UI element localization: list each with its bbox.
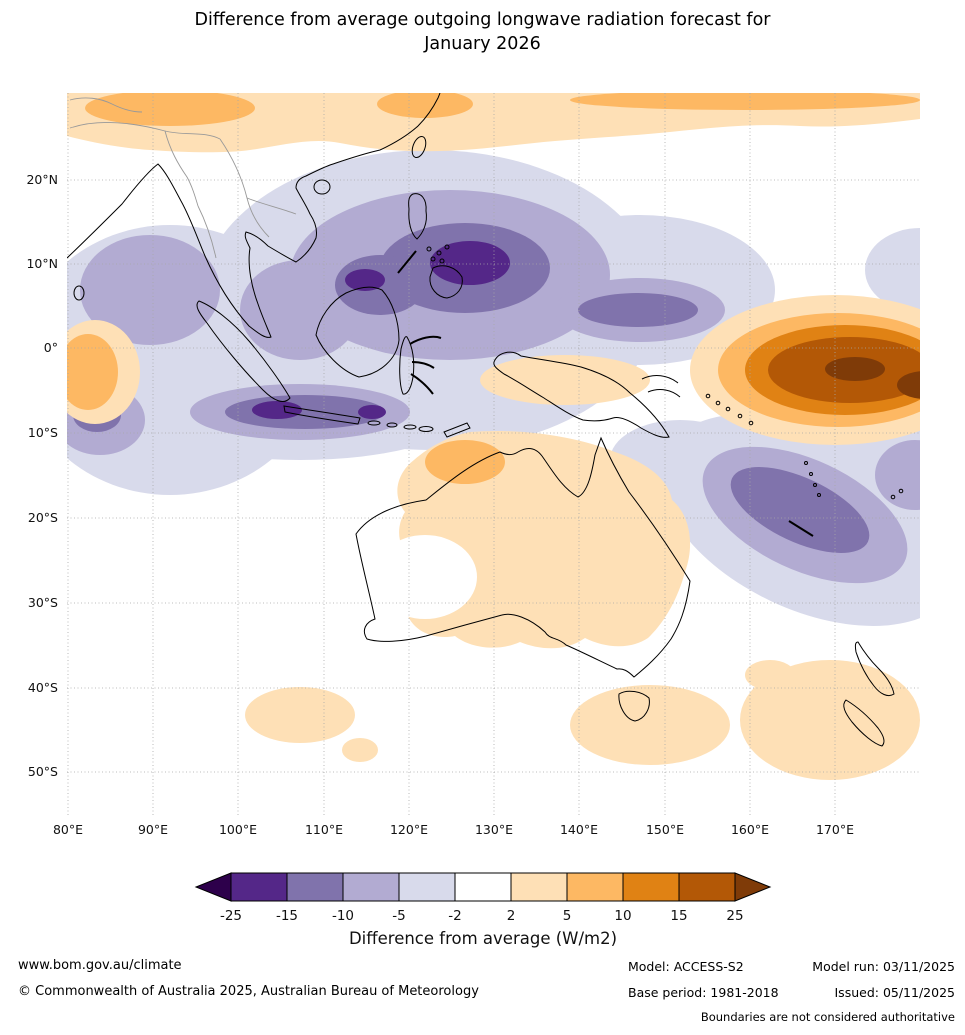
lon-label: 120°E — [390, 822, 428, 837]
country-borders — [69, 97, 297, 259]
issued-text: Issued: 05/11/2025 — [834, 985, 956, 1000]
lon-label: 140°E — [560, 822, 598, 837]
lon-label: 130°E — [475, 822, 513, 837]
model-run-text: Model run: 03/11/2025 — [812, 959, 955, 974]
lon-label: 170°E — [816, 822, 854, 837]
legend-tick: -25 — [220, 908, 242, 924]
copyright-text: © Commonwealth of Australia 2025, Austra… — [18, 984, 479, 999]
lon-label: 90°E — [138, 822, 168, 837]
legend-tick: -10 — [332, 908, 354, 924]
legend-swatch — [678, 872, 736, 902]
lon-label: 110°E — [305, 822, 343, 837]
lat-label: 20°S — [28, 510, 58, 525]
legend-arrow-left — [194, 872, 232, 902]
legend-tick: -15 — [276, 908, 298, 924]
lat-label: 0° — [44, 340, 58, 355]
lon-label: 80°E — [53, 822, 83, 837]
lon-axis: 80°E 90°E 100°E 110°E 120°E 130°E 140°E … — [53, 822, 854, 837]
legend-arrow-right — [734, 872, 772, 902]
lat-label: 50°S — [28, 764, 58, 779]
legend-tick: 25 — [726, 908, 743, 924]
anomaly-field — [67, 93, 920, 817]
coastlines — [67, 93, 904, 747]
legend-tick: 15 — [670, 908, 687, 924]
legend-tick: 2 — [507, 908, 516, 924]
legend-swatch — [510, 872, 568, 902]
legend-tick: 5 — [563, 908, 572, 924]
legend-tick: -2 — [448, 908, 461, 924]
website-link[interactable]: www.bom.gov.au/climate — [18, 958, 182, 973]
title-line-2: January 2026 — [424, 34, 541, 54]
legend-swatch — [566, 872, 624, 902]
lat-label: 40°S — [28, 680, 58, 695]
lat-label: 20°N — [26, 172, 58, 187]
lon-label: 100°E — [219, 822, 257, 837]
legend-tick: -5 — [392, 908, 405, 924]
legend-swatch — [454, 872, 512, 902]
legend-tick: 10 — [614, 908, 631, 924]
lon-label: 160°E — [731, 822, 769, 837]
legend-swatch — [622, 872, 680, 902]
base-period-text: Base period: 1981-2018 — [628, 985, 779, 1000]
color-scale: -25 -15 -10 -5 -2 2 5 10 15 25 Differenc… — [194, 872, 772, 948]
model-text: Model: ACCESS-S2 — [628, 959, 744, 974]
page-title: Difference from average outgoing longwav… — [0, 8, 965, 56]
legend-title: Difference from average (W/m2) — [349, 929, 617, 948]
title-line-1: Difference from average outgoing longwav… — [194, 10, 771, 30]
lat-label: 10°N — [26, 256, 58, 271]
boundaries-disclaimer: Boundaries are not considered authoritat… — [700, 1010, 955, 1024]
lat-label: 10°S — [28, 425, 58, 440]
lon-label: 150°E — [646, 822, 684, 837]
lat-axis: 20°N 10°N 0° 10°S 20°S 30°S 40°S 50°S — [26, 172, 58, 779]
legend-swatch — [230, 872, 288, 902]
legend-swatch — [398, 872, 456, 902]
lat-label: 30°S — [28, 595, 58, 610]
legend-swatch — [286, 872, 344, 902]
legend-swatch — [342, 872, 400, 902]
